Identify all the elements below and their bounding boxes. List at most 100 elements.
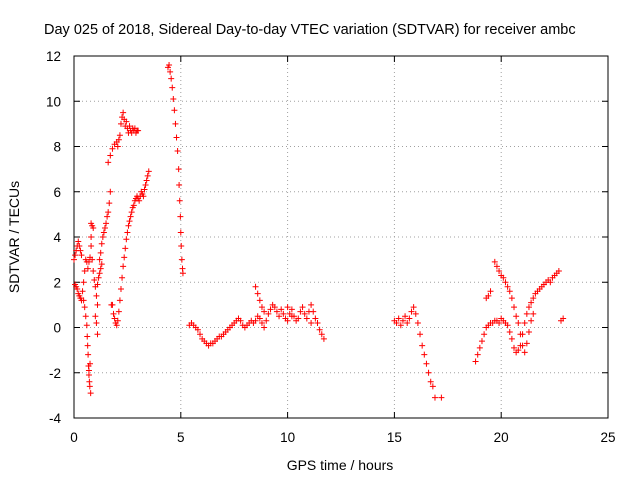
data-point xyxy=(506,288,513,295)
y-tick-label: 8 xyxy=(53,140,61,155)
data-point xyxy=(175,166,182,173)
data-point xyxy=(493,263,500,270)
data-point xyxy=(530,310,537,317)
data-point xyxy=(297,308,304,315)
data-point xyxy=(525,304,532,311)
y-tick-label: 12 xyxy=(46,49,61,64)
x-tick-label: 5 xyxy=(177,430,185,445)
data-point xyxy=(76,243,83,250)
data-point xyxy=(178,243,185,250)
data-point xyxy=(93,292,100,299)
data-point xyxy=(318,331,325,338)
x-tick-label: 10 xyxy=(280,430,295,445)
data-point xyxy=(117,120,124,127)
data-point xyxy=(92,313,99,320)
data-point xyxy=(517,331,524,338)
data-point xyxy=(142,181,149,188)
data-point xyxy=(121,254,128,261)
data-point xyxy=(256,315,263,322)
x-tick-label: 25 xyxy=(600,430,615,445)
data-point xyxy=(521,319,528,326)
data-point xyxy=(547,279,554,286)
data-point xyxy=(406,315,413,322)
x-tick-label: 15 xyxy=(387,430,402,445)
data-point xyxy=(166,62,173,69)
data-point xyxy=(276,313,283,320)
x-tick-label: 0 xyxy=(70,430,78,445)
y-axis-label: SDTVAR / TECUs xyxy=(6,181,22,293)
data-point xyxy=(254,290,261,297)
data-point xyxy=(491,258,498,265)
data-point xyxy=(500,274,507,281)
data-point xyxy=(75,238,82,245)
data-point xyxy=(267,306,274,313)
data-point xyxy=(171,107,178,114)
data-point xyxy=(258,304,265,311)
data-point xyxy=(125,222,132,229)
data-point xyxy=(506,329,513,336)
data-point xyxy=(404,319,411,326)
data-point xyxy=(98,240,105,247)
data-point xyxy=(80,297,87,304)
data-point xyxy=(502,279,509,286)
data-point xyxy=(72,252,79,259)
data-point xyxy=(472,358,479,365)
data-point xyxy=(429,383,436,390)
y-tick-label: -2 xyxy=(49,366,61,381)
data-point xyxy=(523,310,530,317)
data-point xyxy=(303,315,310,322)
data-point xyxy=(81,267,88,274)
data-point xyxy=(123,118,130,125)
data-point xyxy=(399,317,406,324)
data-point xyxy=(261,324,268,331)
data-point xyxy=(120,263,127,270)
y-tick-label: 0 xyxy=(53,321,61,336)
data-point xyxy=(314,319,321,326)
data-point xyxy=(525,329,532,336)
data-point xyxy=(519,342,526,349)
data-point xyxy=(263,317,270,324)
data-point xyxy=(127,213,134,220)
data-point xyxy=(301,310,308,317)
data-point xyxy=(79,288,86,295)
data-point xyxy=(172,120,179,127)
data-point xyxy=(104,213,111,220)
data-point xyxy=(116,132,123,139)
data-point xyxy=(427,378,434,385)
data-point xyxy=(273,308,280,315)
data-point xyxy=(103,220,110,227)
data-point xyxy=(96,270,103,277)
data-point xyxy=(474,351,481,358)
data-point xyxy=(115,308,122,315)
data-point xyxy=(481,331,488,338)
data-point xyxy=(80,279,87,286)
data-point xyxy=(105,209,112,216)
data-point xyxy=(120,109,127,116)
data-point xyxy=(261,308,268,315)
data-point xyxy=(74,286,81,293)
data-point xyxy=(88,234,95,240)
data-point xyxy=(528,299,535,306)
data-point xyxy=(168,75,175,82)
y-tick-label: -4 xyxy=(49,411,61,426)
data-point xyxy=(86,383,93,390)
y-tick-label: 6 xyxy=(53,185,61,200)
data-point xyxy=(123,236,130,243)
data-point xyxy=(316,326,323,333)
data-point xyxy=(177,213,184,220)
data-point xyxy=(284,317,291,324)
data-point xyxy=(116,297,123,304)
data-point xyxy=(82,313,89,320)
data-point xyxy=(423,360,430,367)
data-point xyxy=(96,256,103,263)
data-point xyxy=(508,335,515,342)
data-point xyxy=(113,322,120,329)
data-point xyxy=(417,331,424,338)
data-point xyxy=(119,274,126,281)
data-point xyxy=(485,292,492,299)
data-point xyxy=(115,136,122,143)
data-point xyxy=(504,322,511,329)
data-point xyxy=(97,265,104,272)
data-point xyxy=(521,349,528,356)
